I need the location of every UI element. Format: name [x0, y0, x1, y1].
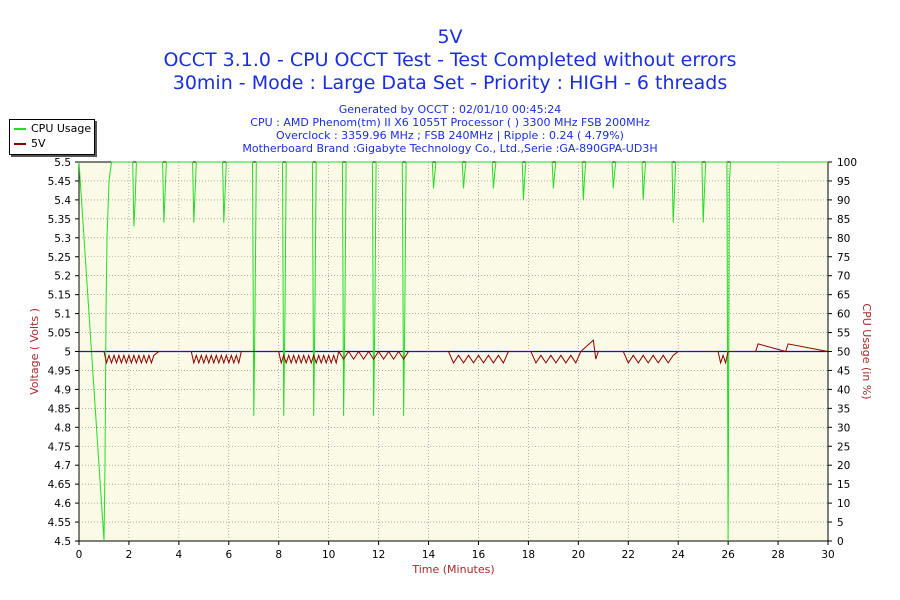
legend-item-cpu-usage: CPU Usage: [14, 122, 91, 136]
y2-tick-label: 85: [837, 214, 850, 226]
y2-tick-label: 25: [837, 441, 850, 453]
x-tick-label: 10: [322, 549, 335, 561]
motherboard-info: Motherboard Brand :Gigabyte Technology C…: [242, 142, 658, 155]
series-line-5v: [79, 339, 829, 365]
x-axis-label: Time (Minutes): [411, 563, 494, 576]
x-tick-label: 12: [372, 549, 385, 561]
y-tick-label: 4.75: [48, 441, 71, 453]
y-tick-label: 5.1: [54, 309, 71, 321]
x-tick-label: 0: [76, 549, 83, 561]
y-tick-label: 4.65: [48, 479, 71, 491]
x-tick-label: 8: [275, 549, 282, 561]
chart-title: 5V: [437, 26, 463, 48]
legend-label-5v: 5V: [31, 137, 46, 150]
x-tick-label: 22: [622, 549, 635, 561]
y2-axis-label: CPU Usage (in %): [860, 303, 873, 399]
y2-tick-label: 90: [837, 195, 850, 207]
y2-tick-label: 60: [837, 309, 850, 321]
y2-tick-label: 65: [837, 290, 850, 302]
x-tick-label: 24: [672, 549, 686, 561]
legend-swatch-cpu-usage: [14, 128, 26, 130]
y2-tick-label: 80: [837, 233, 850, 245]
chart-legend: CPU Usage 5V: [9, 119, 95, 155]
x-tick-label: 18: [522, 549, 535, 561]
y2-tick-label: 95: [837, 176, 850, 188]
x-tick-label: 4: [176, 549, 183, 561]
x-tick-label: 14: [422, 549, 436, 561]
y2-tick-label: 20: [837, 460, 850, 472]
y2-tick-label: 70: [837, 271, 850, 283]
y2-tick-label: 55: [837, 328, 850, 340]
y-tick-label: 4.7: [54, 460, 71, 472]
y-tick-label: 5.25: [48, 252, 71, 264]
legend-label-cpu-usage: CPU Usage: [31, 122, 92, 135]
y-tick-label: 4.6: [54, 498, 71, 510]
x-tick-label: 20: [572, 549, 585, 561]
generated-info: Generated by OCCT : 02/01/10 00:45:24: [338, 103, 562, 116]
y-tick-label: 5.5: [54, 157, 71, 169]
x-tick-label: 26: [721, 549, 735, 561]
y2-tick-label: 35: [837, 403, 850, 415]
y-tick-label: 5.45: [48, 176, 71, 188]
plot-area: [78, 161, 829, 542]
y2-tick-label: 100: [837, 157, 857, 169]
y2-tick-label: 5: [837, 517, 844, 529]
y2-tick-label: 0: [837, 536, 844, 548]
y-tick-label: 4.95: [48, 365, 71, 377]
y-tick-label: 5.15: [48, 290, 71, 302]
cpu-info: CPU : AMD Phenom(tm) II X6 1055T Process…: [250, 116, 650, 129]
y-tick-label: 5.3: [54, 233, 71, 245]
y2-tick-label: 75: [837, 252, 850, 264]
y-tick-label: 5.2: [54, 271, 71, 283]
chart-subtitle-mode: 30min - Mode : Large Data Set - Priority…: [172, 72, 728, 94]
y2-tick-label: 50: [837, 347, 850, 359]
legend-item-5v: 5V: [14, 137, 46, 151]
y-tick-label: 4.5: [54, 536, 71, 548]
y-tick-label: 4.85: [48, 403, 71, 415]
y2-tick-label: 30: [837, 422, 850, 434]
y-tick-label: 4.55: [48, 517, 71, 529]
y-tick-label: 5: [64, 347, 71, 359]
overclock-info: Overclock : 3359.96 MHz ; FSB 240MHz | R…: [276, 129, 624, 142]
y-tick-label: 5.4: [54, 195, 71, 207]
y2-tick-label: 10: [837, 498, 850, 510]
y-tick-label: 4.8: [54, 422, 71, 434]
y2-tick-label: 40: [837, 384, 850, 396]
y-axis-label: Voltage ( Volts ): [28, 308, 41, 395]
y-tick-label: 5.05: [48, 328, 71, 340]
y2-tick-label: 45: [837, 365, 850, 377]
x-tick-label: 2: [126, 549, 133, 561]
y-tick-label: 5.35: [48, 214, 71, 226]
legend-swatch-5v: [14, 143, 26, 145]
x-tick-label: 16: [472, 549, 486, 561]
x-tick-label: 6: [225, 549, 232, 561]
series-line-cpu-usage: [78, 161, 828, 542]
y-tick-label: 4.9: [54, 384, 71, 396]
chart-subtitle-test: OCCT 3.1.0 - CPU OCCT Test - Test Comple…: [163, 49, 737, 71]
x-tick-label: 30: [821, 549, 834, 561]
x-tick-label: 28: [771, 549, 784, 561]
y2-tick-label: 15: [837, 479, 850, 491]
